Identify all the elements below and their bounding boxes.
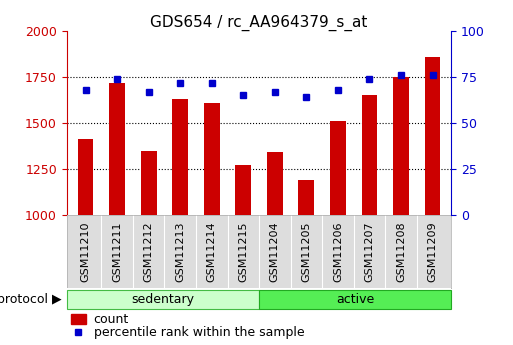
- Title: GDS654 / rc_AA964379_s_at: GDS654 / rc_AA964379_s_at: [150, 15, 368, 31]
- Bar: [362, 96, 378, 215]
- Bar: [109, 82, 125, 215]
- Bar: [330, 121, 346, 215]
- Bar: [267, 152, 283, 215]
- Text: GSM11204: GSM11204: [270, 221, 280, 282]
- Text: GSM11205: GSM11205: [301, 221, 311, 282]
- Text: GSM11212: GSM11212: [144, 221, 154, 282]
- Bar: [393, 77, 409, 215]
- Text: GSM11210: GSM11210: [81, 221, 91, 282]
- Bar: [235, 165, 251, 215]
- Bar: [425, 57, 440, 215]
- Text: GSM11211: GSM11211: [112, 221, 122, 282]
- Text: GSM11207: GSM11207: [364, 221, 374, 282]
- Text: GSM11214: GSM11214: [207, 221, 217, 282]
- Text: sedentary: sedentary: [131, 293, 194, 306]
- Bar: [259, 289, 451, 309]
- Bar: [172, 99, 188, 215]
- Text: active: active: [336, 293, 374, 306]
- Text: protocol ▶: protocol ▶: [0, 293, 62, 306]
- Bar: [141, 150, 156, 215]
- Text: GSM11208: GSM11208: [396, 221, 406, 282]
- Text: GSM11206: GSM11206: [333, 221, 343, 282]
- Text: count: count: [93, 313, 129, 326]
- Text: percentile rank within the sample: percentile rank within the sample: [93, 326, 304, 338]
- Text: GSM11213: GSM11213: [175, 221, 185, 282]
- Bar: [70, 314, 86, 324]
- Bar: [67, 289, 259, 309]
- Text: GSM11215: GSM11215: [239, 221, 248, 282]
- Bar: [204, 103, 220, 215]
- Bar: [78, 139, 93, 215]
- Text: GSM11209: GSM11209: [427, 221, 438, 282]
- Bar: [299, 180, 314, 215]
